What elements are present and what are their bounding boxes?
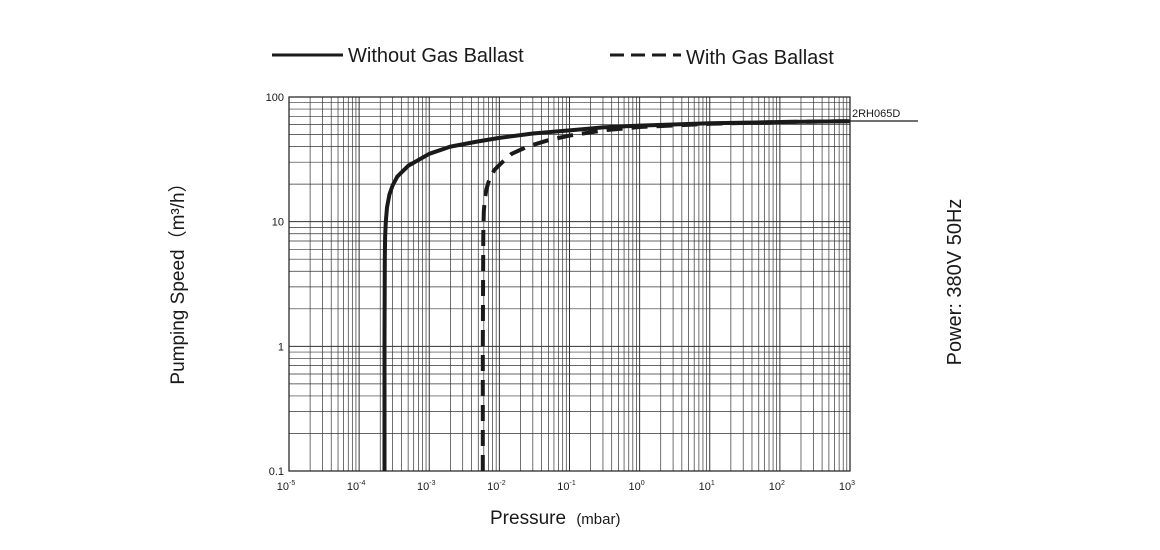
x-tick-exponent: -4 bbox=[359, 480, 365, 487]
x-tick-base: 10 bbox=[277, 481, 289, 493]
x-axis-title-main: Pressure bbox=[490, 508, 566, 529]
plot-frame bbox=[288, 96, 851, 472]
y-tick-label: 1 bbox=[278, 341, 284, 353]
x-tick-exponent: 0 bbox=[641, 480, 645, 487]
x-tick-base: 10 bbox=[769, 481, 781, 493]
y-tick-label: 100 bbox=[266, 92, 284, 104]
x-tick-exponent: -1 bbox=[570, 480, 576, 487]
annotation-label: 2RH065D bbox=[852, 108, 900, 120]
model-annotation: 2RH065D bbox=[848, 108, 918, 122]
x-tick-label: 10-1 bbox=[557, 480, 576, 493]
y-tick-label: 0.1 bbox=[269, 466, 284, 478]
legend-label-with-gas-ballast: With Gas Ballast bbox=[686, 47, 834, 69]
x-tick-base: 10 bbox=[557, 481, 569, 493]
series-layer bbox=[382, 119, 851, 471]
x-tick-label: 10-3 bbox=[417, 480, 436, 493]
x-tick-label: 10-2 bbox=[487, 480, 506, 493]
x-tick-exponent: -5 bbox=[289, 480, 295, 487]
legend-label-without-gas-ballast: Without Gas Ballast bbox=[348, 45, 524, 67]
x-tick-base: 10 bbox=[839, 481, 851, 493]
grid bbox=[288, 97, 850, 472]
x-tick-label: 10-5 bbox=[277, 480, 296, 493]
x-tick-exponent: 3 bbox=[851, 480, 855, 487]
x-tick-label: 102 bbox=[769, 480, 785, 493]
x-tick-base: 10 bbox=[417, 481, 429, 493]
x-tick-exponent: -3 bbox=[429, 480, 435, 487]
y-tick-label: 10 bbox=[272, 217, 284, 229]
x-tick-base: 10 bbox=[487, 481, 499, 493]
legend: Without Gas Ballast With Gas Ballast bbox=[272, 45, 834, 69]
x-tick-label: 103 bbox=[839, 480, 855, 493]
x-tick-label: 100 bbox=[629, 480, 645, 493]
power-note: Power: 380V 50Hz bbox=[944, 199, 966, 366]
x-axis-title: Pressure (mbar) bbox=[490, 508, 620, 529]
x-tick-labels: 10-5 10-4 10-3 10-2 10-1 100 101 102 103 bbox=[277, 480, 855, 493]
series-line-without-gas-ballast bbox=[382, 119, 851, 471]
x-axis-title-unit: (mbar) bbox=[576, 511, 620, 528]
x-tick-base: 10 bbox=[699, 481, 711, 493]
x-tick-base: 10 bbox=[629, 481, 641, 493]
x-tick-exponent: 1 bbox=[711, 480, 715, 487]
y-tick-labels: 0.1 1 10 100 bbox=[266, 92, 284, 478]
series-line-with-gas-ballast bbox=[480, 119, 851, 471]
x-tick-base: 10 bbox=[347, 481, 359, 493]
x-tick-exponent: 2 bbox=[781, 480, 785, 487]
x-tick-label: 101 bbox=[699, 480, 715, 493]
y-axis-title: Pumping Speed（m³/h） bbox=[167, 173, 189, 384]
x-tick-label: 10-4 bbox=[347, 480, 366, 493]
x-tick-exponent: -2 bbox=[499, 480, 505, 487]
